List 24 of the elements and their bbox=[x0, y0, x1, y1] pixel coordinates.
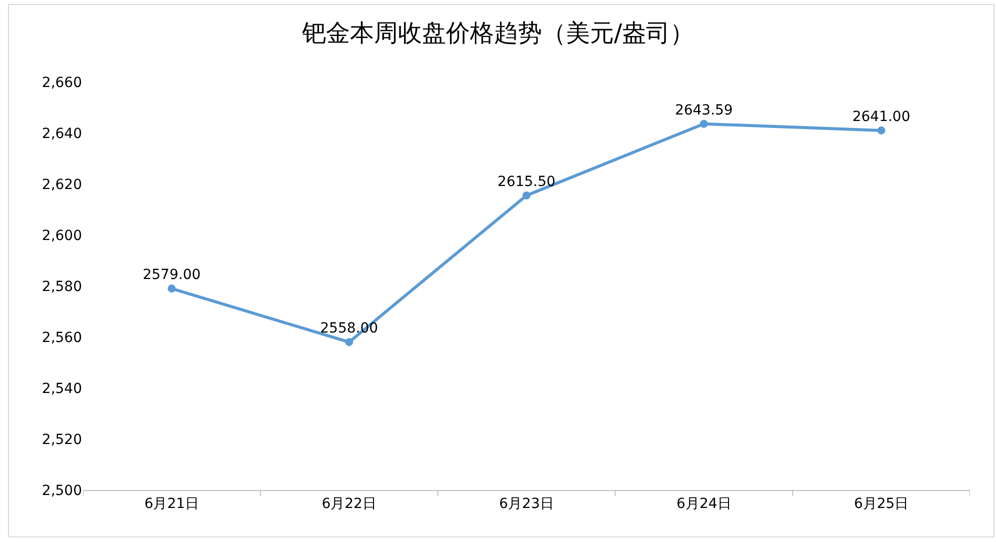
data-label: 2579.00 bbox=[142, 267, 201, 284]
point bbox=[168, 284, 176, 293]
y-tick-label: 2,660 bbox=[42, 74, 82, 91]
y-tick-label: 2,500 bbox=[42, 482, 82, 499]
x-tick-label: 6月23日 bbox=[499, 496, 554, 512]
y-tick-label: 2,620 bbox=[42, 176, 82, 193]
x-tick-label: 6月21日 bbox=[144, 496, 200, 512]
y-tick-label: 2,640 bbox=[42, 126, 82, 142]
x-tick-label: 6月24日 bbox=[676, 496, 732, 512]
y-tick-label: 2,600 bbox=[42, 228, 82, 244]
y-tick-label: 2,540 bbox=[42, 380, 82, 397]
y-tick-label: 2,560 bbox=[42, 330, 82, 346]
chart-title: 钯金本周收盘价格趋势（美元/盎司） bbox=[300, 19, 694, 48]
y-tick-label: 2,520 bbox=[42, 432, 82, 448]
point bbox=[700, 120, 708, 128]
x-tick-label: 6月25日 bbox=[854, 496, 909, 512]
y-tick-label: 2,580 bbox=[42, 278, 82, 295]
point bbox=[522, 191, 530, 200]
data-label: 2643.59 bbox=[674, 102, 733, 118]
point bbox=[345, 338, 354, 346]
data-label: 2641.00 bbox=[852, 108, 910, 125]
x-tick-label: 6月22日 bbox=[322, 496, 376, 512]
point bbox=[877, 126, 886, 134]
data-label: 2615.50 bbox=[498, 174, 556, 190]
